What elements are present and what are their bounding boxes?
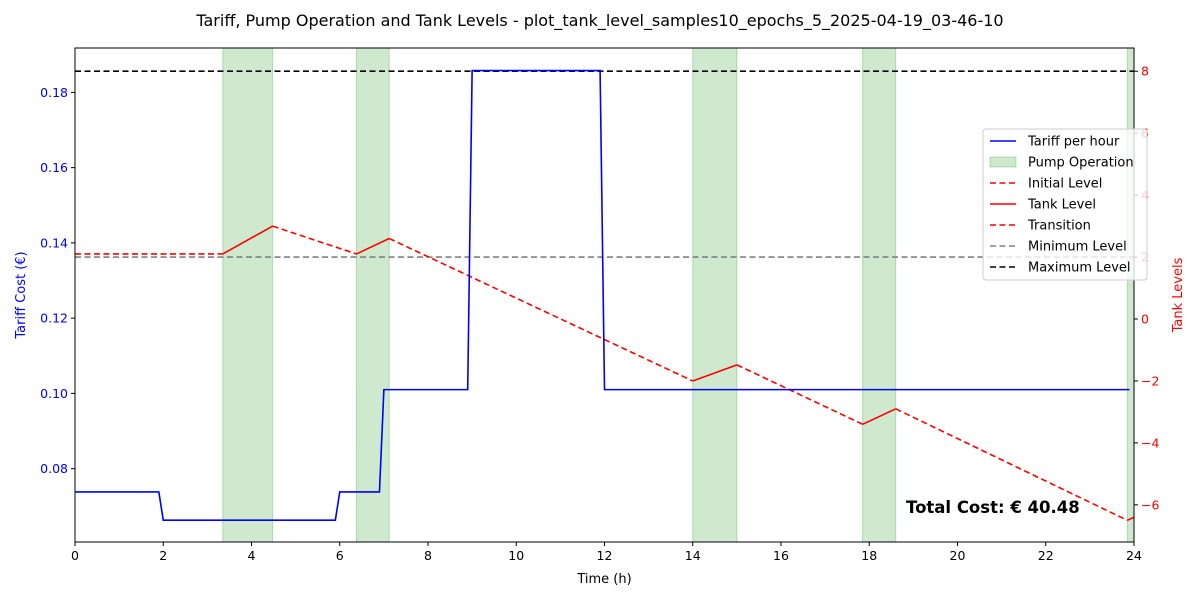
legend-label-pump-operation: Pump Operation xyxy=(1028,156,1134,171)
tank-level-segment-2 xyxy=(356,237,390,255)
tank-level-segment-1 xyxy=(222,225,274,255)
y-left-tick-label-0.14: 0.14 xyxy=(40,235,68,250)
legend-label-maximum-level: Maximum Level xyxy=(1028,261,1131,276)
legend-label-tank-level: Tank Level xyxy=(1027,198,1096,213)
x-tick-label-24: 24 xyxy=(1126,548,1142,563)
tank-level-segment-5 xyxy=(1127,516,1135,522)
series-lines xyxy=(75,69,1135,522)
x-tick-label-0: 0 xyxy=(71,548,79,563)
y-left-tick-label-0.08: 0.08 xyxy=(40,461,68,476)
y-right-tick-label--4: −4 xyxy=(1141,435,1159,450)
x-tick-label-16: 16 xyxy=(773,548,789,563)
x-tick-label-12: 12 xyxy=(597,548,613,563)
x-tick-label-20: 20 xyxy=(950,548,966,563)
x-tick-label-10: 10 xyxy=(508,548,524,563)
x-tick-label-4: 4 xyxy=(248,548,256,563)
x-axis-label: Time (h) xyxy=(576,572,631,587)
y-right-tick-label-0: 0 xyxy=(1141,312,1149,327)
y-left-tick-label-0.16: 0.16 xyxy=(40,160,68,175)
pump-operation-span-5 xyxy=(1126,47,1135,543)
y-left-tick-label-0.18: 0.18 xyxy=(40,85,68,100)
y-axis-right-label: Tank Levels xyxy=(1171,257,1186,333)
y-left-tick-label-0.10: 0.10 xyxy=(40,386,68,401)
chart-title: Tariff, Pump Operation and Tank Levels -… xyxy=(195,11,1003,31)
x-tick-label-2: 2 xyxy=(159,548,167,563)
x-axis: 0 2 4 6 8 10 12 14 16 18 20 22 24 xyxy=(71,542,1142,563)
y-axis-left: 0.08 0.10 0.12 0.14 0.16 0.18 xyxy=(40,85,75,476)
x-tick-label-6: 6 xyxy=(336,548,344,563)
legend: Tariff per hour Pump Operation Initial Lev… xyxy=(982,128,1148,281)
y-right-tick-label-8: 8 xyxy=(1141,64,1149,79)
transition-segment-1 xyxy=(272,225,357,255)
x-tick-label-18: 18 xyxy=(861,548,877,563)
pump-operation-span-4 xyxy=(862,47,897,543)
legend-label-transition: Transition xyxy=(1027,219,1091,234)
tank-level-segment-4 xyxy=(862,408,897,426)
y-axis-left-label: Tariff Cost (€) xyxy=(14,251,29,339)
pump-operation-span-1 xyxy=(222,47,274,543)
total-cost-annotation: Total Cost: € 40.48 xyxy=(906,498,1080,517)
legend-swatch-pump-operation xyxy=(989,156,1017,168)
x-tick-label-22: 22 xyxy=(1038,548,1054,563)
y-right-tick-label--2: −2 xyxy=(1141,373,1159,388)
tariff-line xyxy=(75,69,1130,521)
x-tick-label-14: 14 xyxy=(685,548,701,563)
y-left-tick-label-0.12: 0.12 xyxy=(40,311,68,326)
pump-operation-span-2 xyxy=(356,47,390,543)
transition-segment-2 xyxy=(388,237,694,382)
pump-operation-spans xyxy=(222,47,1135,543)
transition-segment-4 xyxy=(895,408,1128,522)
transition-segment-3 xyxy=(736,364,863,426)
pump-operation-span-3 xyxy=(692,47,738,543)
x-tick-label-8: 8 xyxy=(424,548,432,563)
legend-label-initial-level: Initial Level xyxy=(1028,177,1102,192)
legend-label-tariff-per-hour: Tariff per hour xyxy=(1027,135,1120,150)
y-right-tick-label--6: −6 xyxy=(1141,497,1159,512)
legend-label-minimum-level: Minimum Level xyxy=(1028,240,1127,255)
tank-level-segment-3 xyxy=(692,364,738,382)
legend-box xyxy=(982,128,1148,281)
